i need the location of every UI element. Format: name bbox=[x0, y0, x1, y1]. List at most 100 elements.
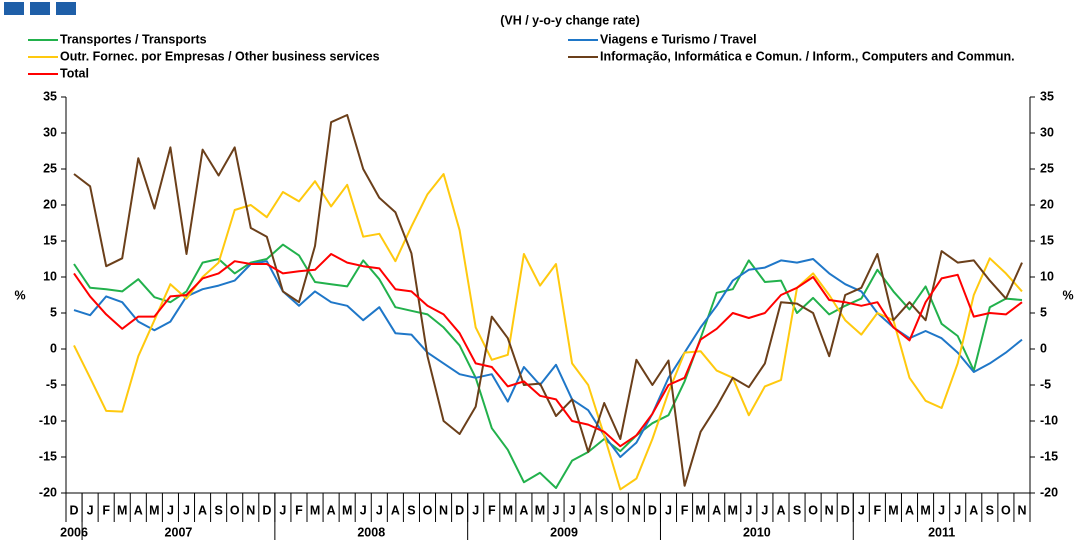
y2-tick-label: 30 bbox=[1040, 125, 1054, 139]
x-tick-label: A bbox=[198, 503, 207, 517]
logo-square bbox=[56, 2, 76, 15]
series-line bbox=[73, 243, 1023, 489]
x-tick-label: M bbox=[503, 503, 513, 517]
y-tick-label: 5 bbox=[50, 305, 57, 319]
y2-tick-label: -10 bbox=[1040, 413, 1058, 427]
y2-tick-label: 35 bbox=[1040, 89, 1054, 103]
x-tick-label: A bbox=[712, 503, 721, 517]
y2-tick-label: 25 bbox=[1040, 161, 1054, 175]
x-tick-label: D bbox=[262, 503, 271, 517]
x-tick-label: J bbox=[954, 503, 961, 517]
year-label: 2008 bbox=[357, 525, 385, 539]
x-tick-label: O bbox=[1001, 503, 1011, 517]
x-tick-label: A bbox=[327, 503, 336, 517]
y2-tick-label: 10 bbox=[1040, 269, 1054, 283]
x-tick-label: O bbox=[423, 503, 433, 517]
y-tick-label: 35 bbox=[43, 89, 57, 103]
x-tick-label: D bbox=[841, 503, 850, 517]
x-tick-label: M bbox=[695, 503, 705, 517]
legend-label: Informação, Informática e Comun. / Infor… bbox=[600, 49, 1015, 63]
x-tick-label: J bbox=[665, 503, 672, 517]
series-line bbox=[73, 114, 1023, 487]
legend-label: Outr. Fornec. por Empresas / Other busin… bbox=[60, 49, 380, 63]
x-tick-label: J bbox=[376, 503, 383, 517]
y2-axis-label: % bbox=[1062, 288, 1073, 302]
x-tick-label: J bbox=[183, 503, 190, 517]
legend-label: Viagens e Turismo / Travel bbox=[600, 32, 757, 46]
x-tick-label: O bbox=[615, 503, 625, 517]
x-tick-label: F bbox=[488, 503, 496, 517]
x-tick-label: J bbox=[553, 503, 560, 517]
legend-label: Transportes / Transports bbox=[60, 32, 207, 46]
x-tick-label: J bbox=[569, 503, 576, 517]
x-tick-label: M bbox=[920, 503, 930, 517]
x-tick-label: J bbox=[87, 503, 94, 517]
x-tick-label: M bbox=[888, 503, 898, 517]
x-tick-label: M bbox=[117, 503, 127, 517]
x-tick-label: N bbox=[825, 503, 834, 517]
x-tick-label: O bbox=[230, 503, 240, 517]
x-tick-label: D bbox=[455, 503, 464, 517]
y-tick-label: 20 bbox=[43, 197, 57, 211]
y-tick-label: -5 bbox=[46, 377, 57, 391]
x-tick-label: F bbox=[681, 503, 689, 517]
series-line bbox=[73, 253, 1023, 448]
y2-tick-label: -20 bbox=[1040, 485, 1058, 499]
x-tick-label: D bbox=[648, 503, 657, 517]
y2-tick-label: 0 bbox=[1040, 341, 1047, 355]
x-tick-label: A bbox=[584, 503, 593, 517]
series-line bbox=[73, 173, 1023, 491]
year-label: 2007 bbox=[165, 525, 193, 539]
x-tick-label: A bbox=[905, 503, 914, 517]
year-label: 2009 bbox=[550, 525, 578, 539]
x-tick-label: F bbox=[295, 503, 303, 517]
y-tick-label: -15 bbox=[39, 449, 57, 463]
year-label: 2010 bbox=[743, 525, 771, 539]
y-tick-label: 10 bbox=[43, 269, 57, 283]
x-tick-label: N bbox=[439, 503, 448, 517]
y-tick-label: 15 bbox=[43, 233, 57, 247]
x-tick-label: A bbox=[776, 503, 785, 517]
y2-tick-label: 5 bbox=[1040, 305, 1047, 319]
year-label: 2011 bbox=[928, 525, 955, 539]
y-tick-label: 30 bbox=[43, 125, 57, 139]
x-tick-label: J bbox=[938, 503, 945, 517]
x-tick-label: J bbox=[472, 503, 479, 517]
x-tick-label: J bbox=[761, 503, 768, 517]
logo-square bbox=[30, 2, 50, 15]
x-tick-label: N bbox=[632, 503, 641, 517]
series-line bbox=[73, 258, 1023, 458]
logo-square bbox=[4, 2, 24, 15]
x-tick-label: J bbox=[745, 503, 752, 517]
y-tick-label: 0 bbox=[50, 341, 57, 355]
x-tick-label: A bbox=[969, 503, 978, 517]
y-tick-label: 25 bbox=[43, 161, 57, 175]
x-tick-label: F bbox=[102, 503, 110, 517]
y2-tick-label: -5 bbox=[1040, 377, 1051, 391]
x-tick-label: S bbox=[793, 503, 801, 517]
x-tick-label: M bbox=[310, 503, 320, 517]
x-tick-label: J bbox=[167, 503, 174, 517]
x-tick-label: A bbox=[391, 503, 400, 517]
x-tick-label: A bbox=[134, 503, 143, 517]
x-tick-label: M bbox=[535, 503, 545, 517]
x-tick-label: J bbox=[279, 503, 286, 517]
x-tick-label: D bbox=[70, 503, 79, 517]
x-tick-label: N bbox=[1017, 503, 1026, 517]
y-tick-label: -10 bbox=[39, 413, 57, 427]
x-tick-label: S bbox=[986, 503, 994, 517]
x-tick-label: M bbox=[728, 503, 738, 517]
y-axis-label: % bbox=[14, 288, 25, 302]
x-tick-label: N bbox=[246, 503, 255, 517]
x-tick-label: J bbox=[360, 503, 367, 517]
x-tick-label: S bbox=[600, 503, 608, 517]
y2-tick-label: -15 bbox=[1040, 449, 1058, 463]
x-tick-label: S bbox=[214, 503, 222, 517]
x-tick-label: O bbox=[808, 503, 818, 517]
x-tick-label: F bbox=[874, 503, 882, 517]
x-tick-label: A bbox=[519, 503, 528, 517]
x-tick-label: S bbox=[407, 503, 415, 517]
subtitle: (VH / y-o-y change rate) bbox=[500, 13, 640, 27]
legend-label: Total bbox=[60, 66, 89, 80]
